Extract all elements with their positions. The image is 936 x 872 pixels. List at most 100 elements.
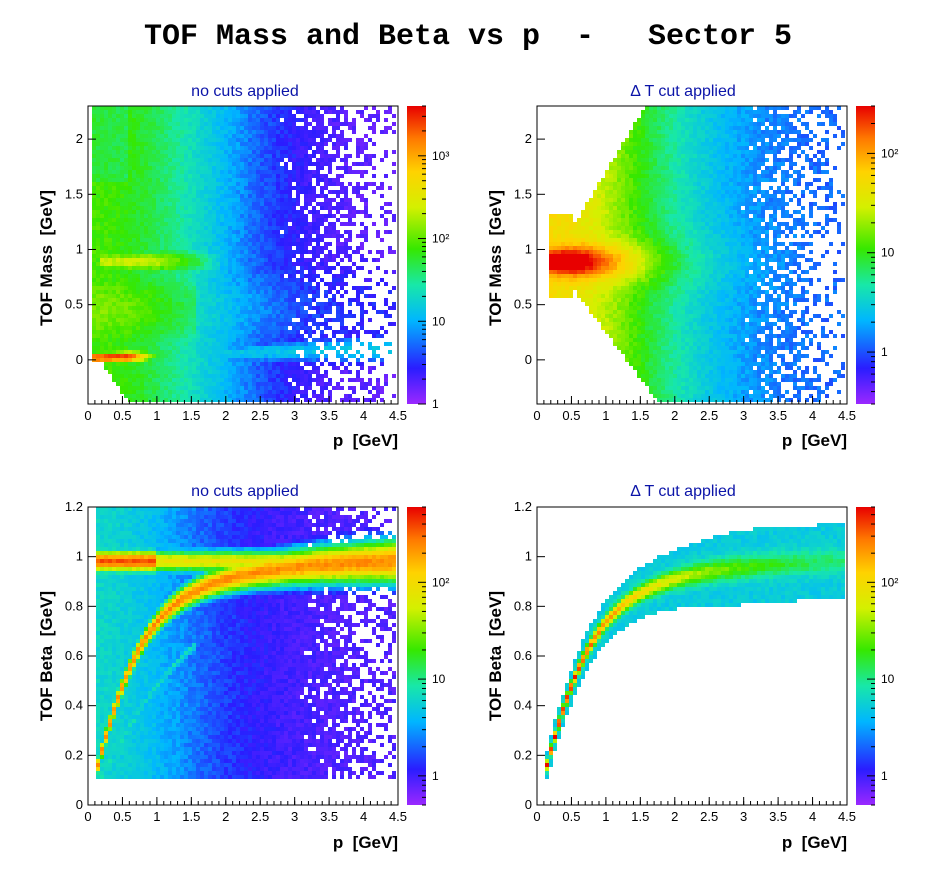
heatmap-cell [296, 290, 300, 294]
heatmap-cell [192, 138, 196, 142]
heatmap-cell [248, 186, 252, 190]
heatmap-cell [160, 334, 164, 338]
heatmap-cell [208, 326, 212, 330]
heatmap-cell [124, 242, 128, 246]
heatmap-cell [200, 178, 204, 182]
heatmap-cell [248, 138, 252, 142]
heatmap-cell [380, 186, 384, 190]
heatmap-cell [300, 334, 304, 338]
heatmap-cell [565, 278, 569, 282]
heatmap-cell [156, 158, 160, 162]
heatmap-cell [260, 162, 264, 166]
heatmap-cell [108, 146, 112, 150]
heatmap-cell [144, 238, 148, 242]
heatmap-cell [272, 278, 276, 282]
heatmap-cell [344, 206, 348, 210]
heatmap-cell [336, 150, 340, 154]
heatmap-cell [112, 310, 116, 314]
heatmap-cell [96, 206, 100, 210]
heatmap-cell [340, 246, 344, 250]
heatmap-cell [288, 194, 292, 198]
heatmap-cell [296, 270, 300, 274]
heatmap-cell [160, 230, 164, 234]
heatmap-cell [120, 354, 124, 358]
heatmap-cell [324, 138, 328, 142]
heatmap-cell [216, 282, 220, 286]
heatmap-cell [268, 118, 272, 122]
heatmap-cell [208, 278, 212, 282]
heatmap-cell [136, 238, 140, 242]
heatmap-cell [300, 174, 304, 178]
heatmap-cell [561, 290, 565, 294]
heatmap-cell [136, 110, 140, 114]
heatmap-cell [224, 234, 228, 238]
heatmap-cell [304, 162, 308, 166]
heatmap-cell [388, 250, 392, 254]
heatmap-cell [304, 242, 308, 246]
heatmap-cell [180, 238, 184, 242]
heatmap-cell [132, 394, 136, 398]
heatmap-cell [581, 250, 585, 254]
heatmap-cell [228, 382, 232, 386]
heatmap-cell [256, 154, 260, 158]
heatmap-cell [256, 278, 260, 282]
heatmap-cell [356, 162, 360, 166]
heatmap-cell [144, 142, 148, 146]
heatmap-cell [100, 286, 104, 290]
heatmap-cell [184, 394, 188, 398]
heatmap-cell [312, 362, 316, 366]
heatmap-cell [328, 118, 332, 122]
heatmap-cell [184, 110, 188, 114]
heatmap-cell [300, 226, 304, 230]
heatmap-cell [212, 162, 216, 166]
heatmap-cell [156, 118, 160, 122]
heatmap-cell [581, 282, 585, 286]
heatmap-cell [120, 162, 124, 166]
heatmap-cell [252, 138, 256, 142]
heatmap-cell [184, 126, 188, 130]
heatmap-cell [124, 294, 128, 298]
heatmap-cell [108, 286, 112, 290]
heatmap-cell [120, 270, 124, 274]
heatmap-cell [208, 122, 212, 126]
heatmap-cell [581, 290, 585, 294]
heatmap-cell [352, 286, 356, 290]
heatmap-cell [184, 142, 188, 146]
heatmap-cell [208, 342, 212, 346]
heatmap-cell [324, 242, 328, 246]
heatmap-cell [328, 346, 332, 350]
heatmap-cell [124, 382, 128, 386]
heatmap-cell [224, 222, 228, 226]
heatmap-cell [92, 198, 96, 202]
heatmap-cell [112, 374, 116, 378]
heatmap-cell [260, 158, 264, 162]
heatmap-cell [244, 134, 248, 138]
heatmap-cell [212, 150, 216, 154]
heatmap-cell [360, 258, 364, 262]
heatmap-cell [276, 114, 280, 118]
heatmap-cell [136, 262, 140, 266]
heatmap-cell [264, 218, 268, 222]
heatmap-cell [168, 362, 172, 366]
heatmap-cell [224, 310, 228, 314]
heatmap-cell [292, 122, 296, 126]
heatmap-cell [332, 362, 336, 366]
heatmap-cell [276, 226, 280, 230]
heatmap-area [549, 106, 845, 402]
heatmap-cell [152, 234, 156, 238]
heatmap-cell [200, 182, 204, 186]
heatmap-cell [180, 254, 184, 258]
heatmap-cell [172, 238, 176, 242]
heatmap-cell [152, 286, 156, 290]
heatmap-cell [284, 266, 288, 270]
heatmap-cell [336, 110, 340, 114]
heatmap-cell [168, 398, 172, 402]
heatmap-cell [252, 178, 256, 182]
heatmap-cell [224, 166, 228, 170]
heatmap-cell [144, 214, 148, 218]
heatmap-cell [180, 290, 184, 294]
heatmap-cell [384, 378, 388, 382]
heatmap-cell [328, 190, 332, 194]
heatmap-cell [248, 170, 252, 174]
heatmap-cell [336, 318, 340, 322]
